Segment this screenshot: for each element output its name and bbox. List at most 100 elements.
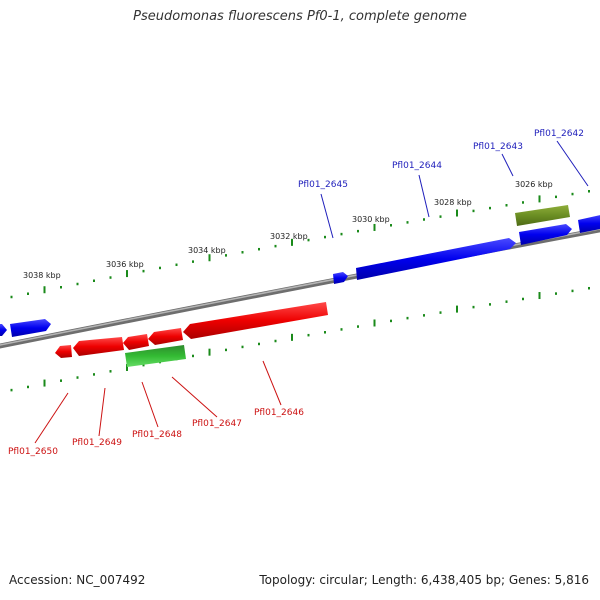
label-pfl01-2649: Pfl01_2649 — [72, 438, 122, 448]
inner-scale-tick — [406, 316, 409, 320]
label-pfl01-2643: Pfl01_2643 — [473, 142, 523, 152]
inner-scale-tick — [142, 363, 145, 367]
inner-scale-tick — [307, 333, 310, 337]
inner-scale-ticks — [10, 286, 590, 392]
inner-scale-tick — [439, 311, 442, 314]
outer-scale-tick — [538, 195, 541, 203]
inner-scale-tick — [126, 363, 128, 371]
inner-scale-tick — [555, 292, 557, 295]
gene-forward-leftmost[interactable] — [0, 324, 7, 336]
inner-scale-tick — [505, 300, 508, 303]
gene-pfl01-2646[interactable] — [183, 302, 328, 339]
outer-scale-tick — [489, 206, 491, 210]
gene-pfl01-2649[interactable] — [73, 337, 124, 356]
inner-scale-tick — [208, 348, 211, 356]
outer-scale-tick — [307, 238, 310, 242]
outer-scale-tick — [439, 215, 442, 218]
forward-label-leaders — [320, 140, 589, 239]
label-pfl01-2645: Pfl01_2645 — [298, 180, 348, 190]
rna-gene-green[interactable] — [125, 345, 186, 367]
outer-scale-tick — [357, 229, 359, 233]
inner-scale-tick — [472, 305, 475, 309]
outer-scale-tick — [324, 235, 326, 239]
inner-scale-tick — [423, 314, 425, 317]
outer-scale-tick — [76, 282, 79, 286]
outer-scale-tick — [60, 285, 62, 289]
gene-pfl01-2643[interactable] — [519, 224, 572, 245]
outer-scale-ticks — [10, 190, 590, 299]
outer-scale-tick — [258, 247, 260, 251]
reverse-label-leaders — [34, 360, 282, 444]
inner-scale-tick — [109, 370, 112, 373]
tick-label-3036: 3036 kbp — [106, 260, 144, 269]
gene-pfl01-2642[interactable] — [578, 214, 600, 233]
map-title: Pseudomonas fluorescens Pf0-1, complete … — [133, 9, 467, 24]
tick-label-3030: 3030 kbp — [352, 215, 390, 224]
inner-scale-tick — [588, 286, 590, 290]
inner-scale-tick — [60, 379, 62, 382]
gene-pfl01-2645[interactable] — [333, 272, 348, 284]
inner-scale-tick — [43, 379, 46, 387]
outer-scale-tick — [93, 279, 95, 283]
inner-scale-tick — [390, 319, 392, 323]
gene-forward-left[interactable] — [10, 319, 51, 337]
inner-scale-tick — [192, 354, 194, 358]
tick-label-3034: 3034 kbp — [188, 246, 226, 255]
inner-scale-tick — [324, 331, 326, 334]
inner-scale-tick — [241, 345, 244, 349]
outer-scale-tick — [291, 238, 293, 246]
outer-scale-tick — [192, 260, 194, 263]
label-pfl01-2644: Pfl01_2644 — [392, 161, 442, 171]
inner-scale-tick — [571, 289, 574, 293]
outer-scale-tick — [109, 276, 112, 279]
outer-scale-tick — [241, 251, 244, 254]
outer-scale-tick — [27, 292, 29, 295]
inner-scale-tick — [93, 373, 95, 376]
accession-text: Accession: NC_007492 — [9, 573, 146, 587]
reverse-strand-genes — [55, 302, 328, 367]
outer-scale-tick — [126, 270, 128, 278]
inner-scale-tick — [76, 376, 79, 379]
inner-scale-tick — [357, 325, 359, 328]
gene-pfl01-2647[interactable] — [148, 328, 183, 345]
outer-scale-tick — [555, 195, 557, 199]
label-pfl01-2648: Pfl01_2648 — [132, 430, 182, 440]
tick-label-3038: 3038 kbp — [23, 271, 61, 280]
forward-gene-labels: Pfl01_2645 Pfl01_2644 Pfl01_2643 Pfl01_2… — [298, 129, 584, 190]
pseudogene-forward[interactable] — [515, 205, 570, 226]
outer-scale-tick — [175, 263, 178, 267]
outer-scale-tick — [274, 244, 277, 248]
inner-scale-tick — [274, 339, 277, 343]
scale-labels: 3038 kbp 3036 kbp 3034 kbp 3032 kbp 3030… — [23, 180, 553, 280]
inner-scale-tick — [538, 292, 541, 300]
label-pfl01-2647: Pfl01_2647 — [192, 419, 242, 429]
reverse-gene-labels: Pfl01_2650 Pfl01_2649 Pfl01_2648 Pfl01_2… — [8, 408, 304, 457]
inner-scale-tick — [522, 297, 524, 301]
gene-pfl01-2650[interactable] — [55, 345, 72, 358]
inner-scale-tick — [225, 348, 227, 352]
inner-scale-tick — [373, 319, 376, 327]
label-pfl01-2642: Pfl01_2642 — [534, 129, 584, 139]
inner-scale-tick — [27, 385, 29, 389]
outer-scale-tick — [43, 286, 46, 294]
outer-scale-tick — [142, 269, 145, 273]
inner-scale-tick — [456, 305, 458, 313]
label-pfl01-2650: Pfl01_2650 — [8, 447, 58, 457]
outer-scale-tick — [159, 266, 161, 270]
outer-scale-tick — [522, 201, 524, 204]
inner-scale-tick — [340, 328, 343, 331]
forward-strand-genes — [0, 205, 600, 337]
outer-scale-tick — [390, 224, 392, 227]
outer-scale-tick — [406, 221, 409, 224]
gene-pfl01-2648[interactable] — [123, 334, 149, 350]
inner-scale-tick — [489, 303, 491, 306]
outer-scale-tick — [505, 204, 508, 207]
tick-label-3032: 3032 kbp — [270, 232, 308, 241]
inner-scale-tick — [10, 388, 13, 392]
outer-scale-tick — [10, 295, 13, 299]
inner-scale-tick — [258, 342, 260, 346]
outer-scale-tick — [423, 218, 425, 221]
gene-pfl01-2644[interactable] — [356, 238, 516, 280]
outer-scale-tick — [571, 192, 574, 196]
outer-scale-tick — [588, 190, 590, 193]
